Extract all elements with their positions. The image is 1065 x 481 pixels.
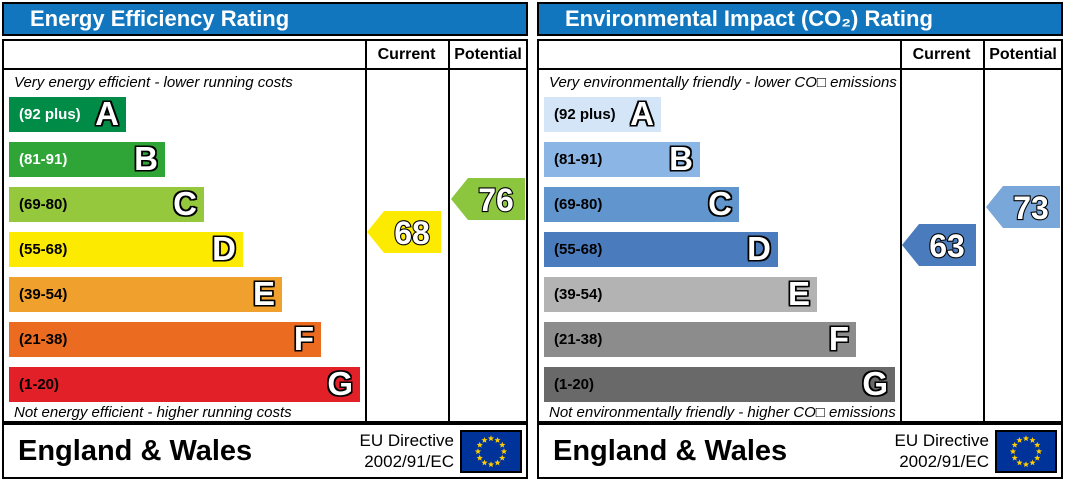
current-rating-arrow: 68 [367,211,441,253]
current-column-header: Current [377,46,436,63]
band-range-label: (21-38) [19,331,68,348]
band-range-label: (39-54) [554,286,603,303]
bottom-note: Not environmentally friendly - higher CO… [549,404,896,421]
chart-title-bar: Energy Efficiency Rating [2,2,528,36]
band-range-label: (81-91) [19,151,68,168]
band-range-label: (1-20) [19,376,60,393]
band-range-label: (39-54) [19,286,68,303]
top-note: Very energy efficient - lower running co… [14,74,293,91]
column-divider [365,41,367,421]
current-column-header: Current [912,46,971,63]
potential-column-header: Potential [454,46,522,63]
region-label: England & Wales [18,435,253,467]
environmental-impact-chart: Environmental Impact (CO₂) Rating Curren… [537,0,1063,481]
energy-efficiency-chart: Energy Efficiency Rating Current Potenti… [2,0,528,481]
rating-band-e: (39-54) E [544,275,817,312]
rating-band-b: (81-91) B [544,140,700,177]
band-range-label: (81-91) [554,151,603,168]
chart-title: Energy Efficiency Rating [30,6,290,31]
svg-text:68: 68 [394,215,430,251]
column-divider [448,41,450,421]
current-rating-arrow: 63 [902,224,976,266]
eu-directive-label: EU Directive 2002/91/EC [359,431,454,471]
chart-title: Environmental Impact (CO₂) Rating [565,6,933,31]
band-range-label: (55-68) [554,241,603,258]
rating-band-g: (1-20) G [9,365,360,402]
rating-table: Current Potential Very energy efficient … [2,39,528,423]
rating-band-b: (81-91) B [9,140,165,177]
rating-band-d: (55-68) D [544,230,778,267]
band-range-label: (21-38) [554,331,603,348]
rating-band-c: (69-80) C [544,185,739,222]
band-range-label: (92 plus) [19,106,81,123]
chart-title-bar: Environmental Impact (CO₂) Rating [537,2,1063,36]
band-letter: B [134,140,158,177]
eu-flag-icon [460,430,522,473]
rating-band-f: (21-38) F [9,320,321,357]
chart-footer: England & Wales EU Directive 2002/91/EC [2,423,528,479]
top-note: Very environmentally friendly - lower CO… [549,74,897,91]
band-letter: B [669,140,693,177]
rating-band-a: (92 plus) A [544,95,661,132]
bottom-note: Not energy efficient - higher running co… [14,404,292,421]
rating-table: Current Potential Very environmentally f… [537,39,1063,423]
band-range-label: (92 plus) [554,106,616,123]
svg-text:76: 76 [478,182,514,218]
band-letter: D [747,230,771,267]
rating-band-e: (39-54) E [9,275,282,312]
band-range-label: (1-20) [554,376,595,393]
header-row-divider [539,68,1061,70]
band-letter: A [630,95,654,132]
column-divider [983,41,985,421]
band-letter: C [173,185,197,222]
rating-band-d: (55-68) D [9,230,243,267]
rating-band-f: (21-38) F [544,320,856,357]
header-row-divider [4,68,526,70]
band-letter: A [95,95,119,132]
band-letter: G [327,365,353,402]
svg-text:73: 73 [1013,190,1049,226]
band-letter: E [787,275,810,312]
column-divider [900,41,902,421]
band-range-label: (69-80) [19,196,68,213]
band-letter: F [293,320,314,357]
rating-band-c: (69-80) C [9,185,204,222]
potential-rating-arrow: 73 [986,186,1060,228]
rating-band-a: (92 plus) A [9,95,126,132]
band-letter: C [708,185,732,222]
potential-column-header: Potential [989,46,1057,63]
potential-rating-arrow: 76 [451,178,525,220]
band-letter: G [862,365,888,402]
region-label: England & Wales [553,435,788,467]
band-letter: E [252,275,275,312]
band-letter: F [828,320,849,357]
eu-directive-label: EU Directive 2002/91/EC [894,431,989,471]
band-letter: D [212,230,236,267]
band-range-label: (55-68) [19,241,68,258]
svg-text:63: 63 [929,228,965,264]
eu-flag-icon [995,430,1057,473]
rating-band-g: (1-20) G [544,365,895,402]
chart-footer: England & Wales EU Directive 2002/91/EC [537,423,1063,479]
band-range-label: (69-80) [554,196,603,213]
